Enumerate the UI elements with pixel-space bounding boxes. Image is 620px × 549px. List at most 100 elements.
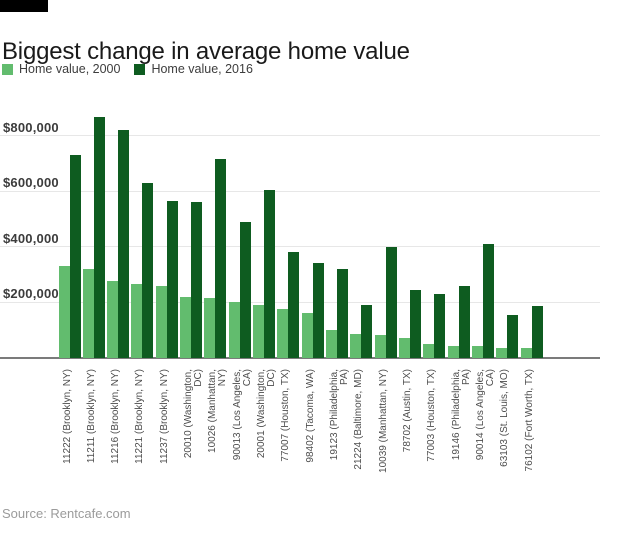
bar-group [472,243,495,358]
bar-2016 [93,116,105,358]
bar-2016 [312,263,324,358]
x-axis-line [0,356,600,359]
chart-legend: Home value, 2000 Home value, 2016 [2,62,253,76]
bar-2016 [191,202,203,358]
x-axis-tick-label: 20001 (Washington, DC) [256,369,278,459]
y-axis-tick-label: $400,000 [3,230,59,246]
bar-2000 [399,338,411,358]
bar-2016 [361,304,373,358]
bar-2000 [204,297,216,358]
source-caption: Source: Rentcafe.com [2,506,131,521]
bar-2016 [69,155,81,358]
bar-group [350,304,373,358]
bar-group [423,293,446,358]
bar-2000 [496,347,508,358]
bar-2016 [118,130,130,358]
legend-item-2000: Home value, 2000 [2,62,120,76]
bar-2000 [131,284,143,358]
bar-2016 [337,268,349,358]
x-axis-tick-label: 98402 (Tacoma, WA) [304,369,316,463]
gridline [0,301,600,303]
legend-label-2016: Home value, 2016 [151,62,253,76]
bar-group [447,285,470,358]
bar-group [180,202,203,358]
bar-2000 [374,335,386,358]
bar-group [131,183,154,358]
x-axis-tick-label: 21224 (Baltimore, MD) [353,369,365,470]
bar-2000 [82,268,94,358]
x-axis-tick-label: 63103 (St. Louis, MO) [499,369,511,467]
legend-item-2016: Home value, 2016 [134,62,253,76]
x-axis-tick-label: 19146 (Philadelphia, PA) [450,369,472,461]
bar-2000 [520,347,532,358]
y-axis-tick-label: $600,000 [3,175,59,191]
x-axis-tick-label: 78702 (Austin, TX) [402,369,414,453]
x-axis-tick-label: 11237 (Brooklyn, NY) [158,369,170,464]
bar-2000 [472,346,484,358]
bar-2016 [264,189,276,358]
x-axis-tick-label: 20010 (Washington, DC) [183,369,205,459]
bar-2000 [447,346,459,358]
bar-2016 [434,293,446,358]
bar-2016 [531,306,543,358]
bar-2000 [350,334,362,358]
x-axis-tick-label: 11222 (Brooklyn, NY) [61,369,73,464]
x-axis-tick-label: 77003 (Houston, TX) [426,369,438,462]
x-axis-tick-label: 11216 (Brooklyn, NY) [110,369,122,464]
x-axis-tick-label: 90013 (Los Angeles, CA) [231,369,253,461]
bar-2000 [155,285,167,358]
bar-2000 [423,343,435,358]
bar-2016 [507,314,519,358]
bar-2000 [180,296,192,358]
legend-swatch-2000-icon [2,63,13,75]
gridline [0,135,600,137]
x-axis-tick-label: 77007 (Houston, TX) [280,369,292,462]
x-axis-tick-label: 10026 (Manhattan, NY) [207,369,229,453]
bar-2016 [458,285,470,358]
gridline [0,190,600,192]
bar-group [520,306,543,358]
bar-2016 [142,183,154,358]
bar-group [301,263,324,358]
legend-label-2000: Home value, 2000 [19,62,121,76]
bar-2016 [166,201,178,358]
y-axis-tick-label: $800,000 [3,119,59,135]
bar-group [496,314,519,358]
bar-group [228,221,251,358]
chart-title: Biggest change in average home value [2,38,410,66]
legend-swatch-2016-icon [134,63,146,75]
bar-2000 [326,329,338,358]
bar-2016 [239,221,251,358]
bar-group [326,268,349,358]
x-axis-tick-label: 76102 (Fort Worth, TX) [523,369,535,472]
x-axis-tick-label: 11221 (Brooklyn, NY) [134,369,146,464]
brand-tag-bar [0,0,48,12]
bar-group [155,201,178,358]
bar-group [204,159,227,358]
bar-group [277,252,300,358]
bar-2016 [410,289,422,358]
bar-2016 [483,243,495,358]
bar-2016 [215,159,227,358]
x-axis-tick-label: 10039 (Manhattan, NY) [377,369,389,473]
x-axis-tick-label: 19123 (Philadelphia, PA) [329,369,351,461]
bar-group [107,130,130,358]
bar-group [374,246,397,358]
bar-group [82,116,105,358]
bar-2000 [107,281,119,358]
bar-group [253,189,276,358]
bar-group [399,289,422,358]
bar-2016 [288,252,300,358]
bar-2000 [301,313,313,358]
bar-2000 [228,302,240,358]
y-axis-tick-label: $200,000 [3,286,59,302]
bar-2000 [58,266,70,358]
bar-group [58,155,81,358]
x-axis-tick-label: 90014 (Los Angeles, CA) [475,369,497,461]
gridline [0,246,600,248]
bar-2016 [385,246,397,358]
bar-2000 [277,309,289,358]
x-axis-tick-label: 11211 (Brooklyn, NY) [85,369,97,464]
